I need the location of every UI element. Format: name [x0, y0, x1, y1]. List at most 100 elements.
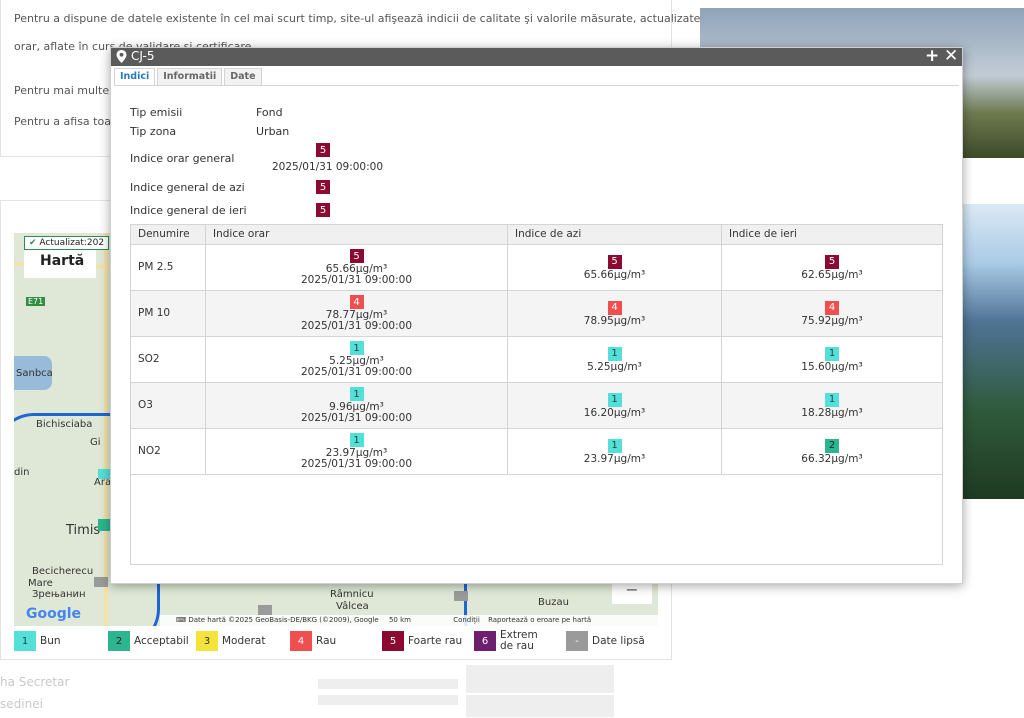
orar-time: 2025/01/31 09:00:00: [300, 412, 412, 424]
row-name: NO2: [131, 429, 206, 474]
ieri-badge: 4: [825, 300, 839, 315]
azi-badge: 5: [607, 254, 622, 269]
legend-label: Foarte rau: [408, 635, 463, 647]
map-label-mare: Mare: [28, 578, 53, 589]
legend-label: Moderat: [222, 635, 266, 647]
azi-value: 23.97µg/m³: [583, 452, 646, 465]
table-row[interactable]: SO2 1 5.25µg/m³ 2025/01/31 09:00:00 1 5.25µ…: [131, 337, 942, 383]
station-marker[interactable]: [258, 605, 272, 615]
azi-value: 5.25µg/m³: [587, 360, 642, 373]
indice-orar-label: Indice orar general: [130, 152, 235, 165]
map-scale[interactable]: 50 km: [388, 616, 411, 624]
azi-value: 65.66µg/m³: [583, 268, 646, 281]
location-button[interactable]: [14, 356, 52, 390]
table-row[interactable]: PM 10 4 78.77µg/m³ 2025/01/31 09:00:00 4 78…: [131, 291, 942, 337]
legend-code: 4: [290, 631, 312, 651]
intro-paragraph-3: Pentru a afisa toat: [14, 115, 116, 128]
table-header: Denumire Indice orar Indice de azi Indic…: [131, 225, 942, 245]
legend-item-date-lipsa: - Date lipsă: [566, 630, 645, 652]
orar-badge: 1: [349, 433, 364, 447]
azi-value: 16.20µg/m³: [583, 406, 646, 419]
map-attribution: Date hartă ©2025 GeoBasis-DE/BKG (©2009)…: [188, 616, 379, 624]
station-marker[interactable]: [98, 469, 110, 479]
map-label-sanbca: Sanbca: [16, 368, 53, 379]
orar-badge: 4: [349, 295, 364, 309]
table-row[interactable]: O3 1 9.96µg/m³ 2025/01/31 09:00:00 1 16.20µ…: [131, 383, 942, 429]
station-marker[interactable]: [98, 519, 112, 531]
indice-orar-time: 2025/01/31 09:00:00: [272, 161, 384, 173]
map-label-gi: Gi: [90, 437, 101, 448]
col-denumire[interactable]: Denumire: [131, 225, 206, 244]
legend-item-acceptabil: 2 Acceptabil: [108, 630, 189, 652]
tip-emisii-value: Fond: [256, 106, 283, 119]
map-label-ara: Ara: [94, 477, 112, 488]
azi-badge: 1: [607, 392, 622, 407]
table-row[interactable]: NO2 1 23.97µg/m³ 2025/01/31 09:00:00 1 23.9…: [131, 429, 942, 475]
tab-informatii[interactable]: Informatii: [157, 68, 223, 85]
legend-label: Acceptabil: [134, 635, 189, 647]
map-label-ramnicu: Râmnicu: [330, 589, 374, 600]
google-logo: Google: [26, 606, 82, 622]
intro-paragraph-1: Pentru a dispune de datele existente în …: [14, 12, 701, 25]
orar-value: 65.66µg/m³: [325, 263, 388, 275]
col-indice-azi[interactable]: Indice de azi: [508, 225, 722, 244]
indice-azi-badge: 5: [316, 180, 330, 194]
legend-item-rau: 4 Rau: [290, 630, 336, 652]
keyboard-icon[interactable]: ⌨: [176, 616, 187, 624]
ieri-value: 75.92µg/m³: [801, 314, 863, 327]
check-icon: ✔: [29, 238, 37, 248]
station-marker[interactable]: [94, 577, 108, 587]
legend-label: Bun: [40, 635, 61, 647]
orar-time: 2025/01/31 09:00:00: [300, 366, 412, 378]
map-footer: ⌨ Date hartă ©2025 GeoBasis-DE/BKG (©200…: [160, 615, 658, 626]
ieri-badge: 5: [825, 254, 839, 269]
legend-item-foarte-rau: 5 Foarte rau: [382, 630, 462, 652]
popup-title: CJ-5: [131, 49, 155, 63]
indice-ieri-label: Indice general de ieri: [130, 204, 247, 217]
azi-value: 78.95µg/m³: [583, 314, 646, 327]
ieri-badge: 1: [825, 346, 839, 361]
map-label-buzau: Buzau: [538, 597, 569, 608]
row-name: SO2: [131, 337, 206, 382]
legend-code: 5: [382, 631, 404, 651]
azi-badge: 4: [607, 300, 622, 315]
tip-emisii-label: Tip emisii: [130, 106, 183, 119]
station-marker[interactable]: [454, 591, 468, 601]
ieri-value: 62.65µg/m³: [801, 268, 863, 281]
row-name: O3: [131, 383, 206, 428]
tab-indici[interactable]: Indici: [114, 68, 156, 85]
location-pin-icon: [116, 50, 127, 63]
orar-value: 9.96µg/m³: [329, 401, 384, 413]
map-label-timis: Timis: [66, 523, 101, 538]
station-popup[interactable]: CJ-5 + ✕ Indici Informatii Date Tip emis…: [110, 46, 963, 584]
orar-badge: 5: [349, 249, 364, 263]
ieri-badge: 2: [825, 438, 839, 453]
orar-value: 5.25µg/m³: [329, 355, 384, 367]
index-legend: 1 Bun 2 Acceptabil 3 Moderat 4 Rau 5 Foarte r…: [14, 630, 658, 656]
report-error-link[interactable]: Raportează o eroare pe hartă: [488, 616, 592, 624]
row-name: PM 10: [131, 291, 206, 336]
map-label-e71: E71: [26, 297, 46, 306]
terms-link[interactable]: Condiţii: [453, 616, 480, 624]
close-icon[interactable]: ✕: [944, 46, 959, 66]
legend-code: 3: [196, 631, 218, 651]
legend-code: 1: [14, 631, 36, 651]
legend-item-extrem: 6 Extrem de rau: [474, 630, 552, 652]
ieri-badge: 1: [825, 392, 839, 407]
orar-time: 2025/01/31 09:00:00: [300, 320, 412, 332]
col-indice-orar[interactable]: Indice orar: [206, 225, 508, 244]
tab-date[interactable]: Date: [224, 68, 262, 85]
orar-badge: 1: [349, 341, 364, 355]
legend-label: Rau: [316, 635, 337, 647]
expand-icon[interactable]: +: [925, 46, 940, 66]
map-label-valcea: Vâlcea: [336, 601, 369, 612]
landscape-photo-2: [960, 204, 1024, 499]
azi-badge: 1: [607, 438, 622, 453]
orar-badge: 1: [349, 387, 364, 401]
indice-orar-badge: 5: [316, 143, 330, 157]
ieri-value: 18.28µg/m³: [801, 406, 863, 419]
col-indice-ieri[interactable]: Indice de ieri: [729, 228, 797, 240]
ieri-value: 15.60µg/m³: [801, 360, 863, 373]
popup-titlebar[interactable]: CJ-5 + ✕: [111, 46, 962, 66]
